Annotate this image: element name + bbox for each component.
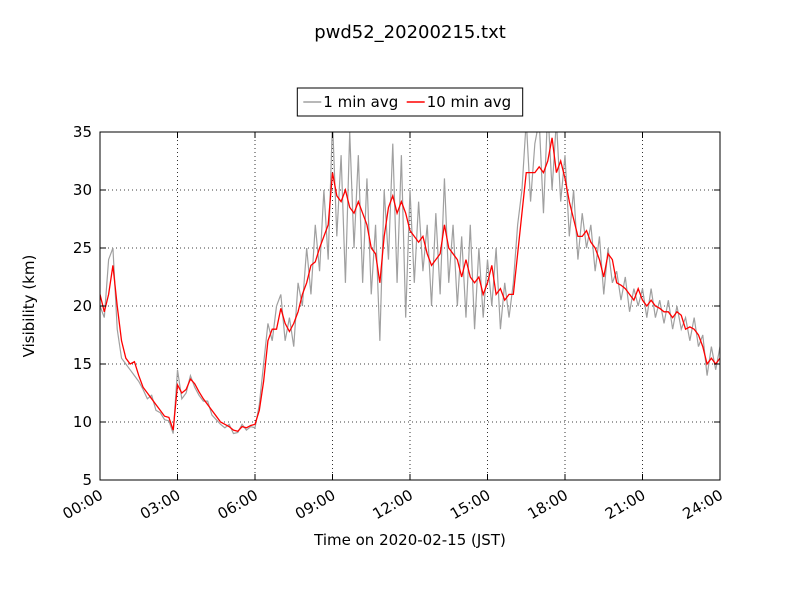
- y-tick-label: 30: [73, 181, 92, 199]
- legend-label: 10 min avg: [427, 93, 512, 111]
- y-tick-label: 15: [73, 355, 92, 373]
- x-axis-label: Time on 2020-02-15 (JST): [313, 531, 506, 549]
- y-tick-label: 25: [73, 239, 92, 257]
- series-line: [100, 132, 720, 435]
- y-tick-label: 10: [73, 413, 92, 431]
- chart-title: pwd52_20200215.txt: [314, 22, 506, 43]
- y-tick-label: 20: [73, 297, 92, 315]
- y-tick-label: 5: [82, 471, 92, 489]
- legend-label: 1 min avg: [323, 93, 398, 111]
- series-line: [100, 137, 720, 433]
- y-axis-label: Visibility (km): [20, 255, 38, 358]
- legend: 1 min avg 10 min avg: [296, 87, 524, 117]
- lines: [100, 132, 720, 435]
- y-tick-label: 35: [73, 123, 92, 141]
